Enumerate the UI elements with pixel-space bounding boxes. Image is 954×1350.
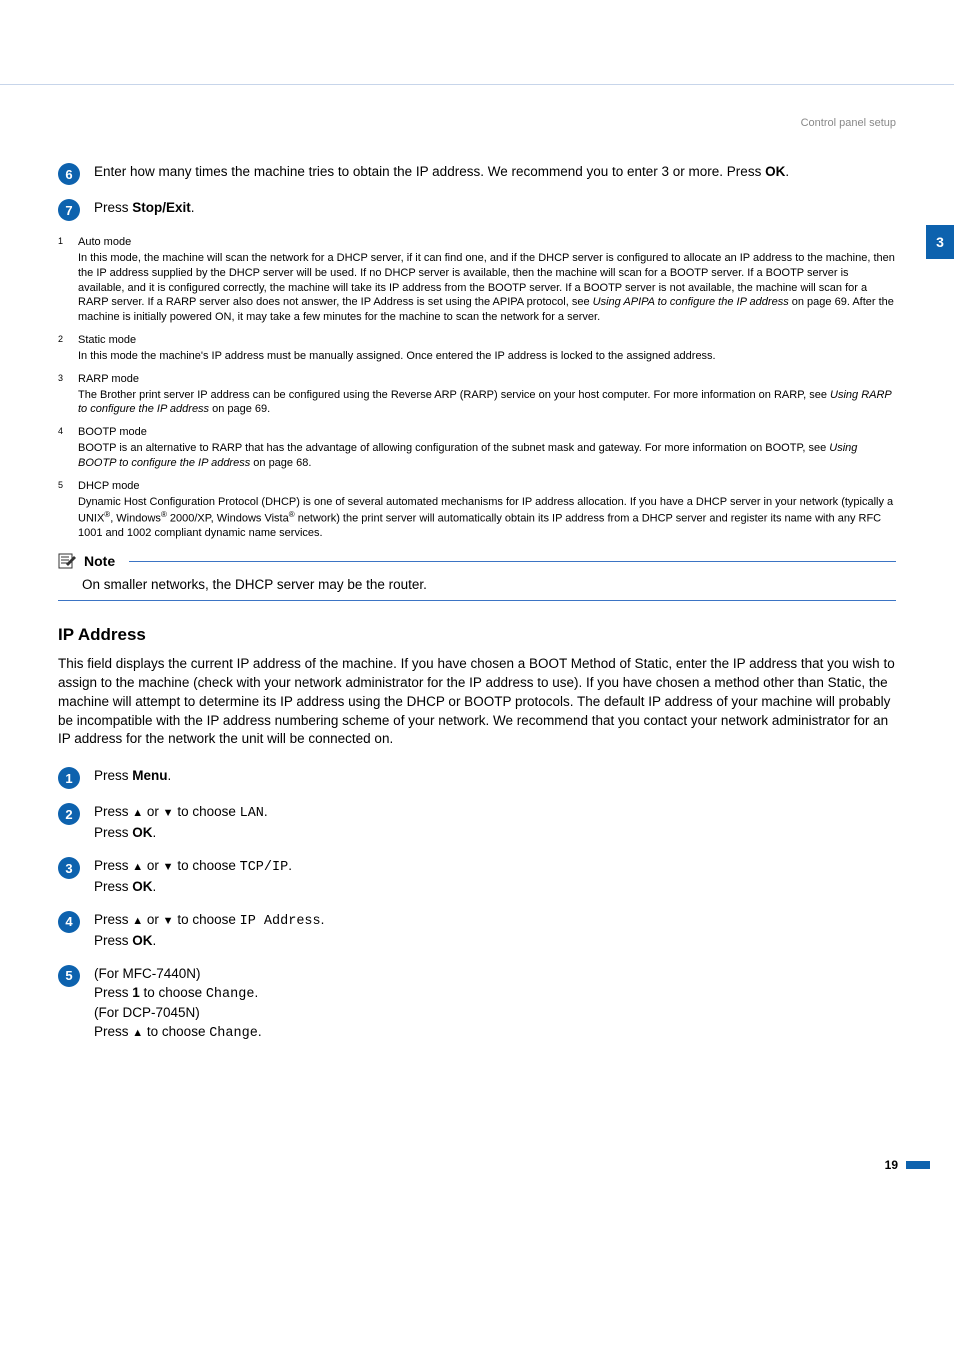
note-block: Note On smaller networks, the DHCP serve… xyxy=(58,553,896,601)
footnote-body: RARP modeThe Brother print server IP add… xyxy=(78,372,896,418)
step-text: Press ▲ or ▼ to choose LAN.Press OK. xyxy=(94,803,896,843)
step-number-badge: 7 xyxy=(58,199,80,221)
footnote: 2Static modeIn this mode the machine's I… xyxy=(58,333,896,364)
footnotes: 1Auto modeIn this mode, the machine will… xyxy=(58,235,896,541)
footnote: 5DHCP modeDynamic Host Configuration Pro… xyxy=(58,479,896,541)
step-number-badge: 4 xyxy=(58,911,80,933)
step-number-badge: 6 xyxy=(58,163,80,185)
footnote: 1Auto modeIn this mode, the machine will… xyxy=(58,235,896,325)
steps-group-a: 6 Enter how many times the machine tries … xyxy=(58,163,896,221)
footnote-marker: 5 xyxy=(58,479,78,541)
header-spacer xyxy=(0,0,954,84)
page-content: Control panel setup 3 6 Enter how many ti… xyxy=(0,85,954,1098)
step-number-badge: 1 xyxy=(58,767,80,789)
step-number-badge: 3 xyxy=(58,857,80,879)
note-icon xyxy=(58,553,78,569)
step-text: (For MFC-7440N)Press 1 to choose Change.… xyxy=(94,965,896,1045)
footnote-body: BOOTP modeBOOTP is an alternative to RAR… xyxy=(78,425,896,471)
note-bottom-rule xyxy=(58,600,896,601)
footnote-body: DHCP modeDynamic Host Configuration Prot… xyxy=(78,479,896,541)
ip-address-paragraph: This field displays the current IP addre… xyxy=(58,655,896,749)
step-text: Enter how many times the machine tries t… xyxy=(94,163,896,185)
footnote-body: Static modeIn this mode the machine's IP… xyxy=(78,333,896,364)
page-number: 19 xyxy=(885,1158,898,1172)
step-text: Press Stop/Exit. xyxy=(94,199,896,221)
step-text: Press ▲ or ▼ to choose IP Address.Press … xyxy=(94,911,896,951)
ip-address-heading: IP Address xyxy=(58,625,896,645)
step-row: 3 Press ▲ or ▼ to choose TCP/IP.Press OK. xyxy=(58,857,896,897)
step-row: 7 Press Stop/Exit. xyxy=(58,199,896,221)
footnote: 4BOOTP modeBOOTP is an alternative to RA… xyxy=(58,425,896,471)
step-number-badge: 2 xyxy=(58,803,80,825)
page-footer: 19 xyxy=(0,1158,954,1192)
footnote: 3RARP modeThe Brother print server IP ad… xyxy=(58,372,896,418)
step-row: 2 Press ▲ or ▼ to choose LAN.Press OK. xyxy=(58,803,896,843)
footnote-marker: 1 xyxy=(58,235,78,325)
footnote-body: Auto modeIn this mode, the machine will … xyxy=(78,235,896,325)
steps-group-b: 1 Press Menu. 2 Press ▲ or ▼ to choose LAN.… xyxy=(58,767,896,1044)
step-number-badge: 5 xyxy=(58,965,80,987)
note-title: Note xyxy=(84,553,115,569)
step-row: 6 Enter how many times the machine tries … xyxy=(58,163,896,185)
footnote-marker: 4 xyxy=(58,425,78,471)
note-text: On smaller networks, the DHCP server may… xyxy=(82,577,896,592)
step-row: 5 (For MFC-7440N)Press 1 to choose Change… xyxy=(58,965,896,1045)
breadcrumb: Control panel setup xyxy=(58,117,896,129)
step-text: Press Menu. xyxy=(94,767,896,789)
note-top-rule xyxy=(129,561,896,562)
footnote-marker: 2 xyxy=(58,333,78,364)
step-text: Press ▲ or ▼ to choose TCP/IP.Press OK. xyxy=(94,857,896,897)
step-row: 4 Press ▲ or ▼ to choose IP Address.Press… xyxy=(58,911,896,951)
step-row: 1 Press Menu. xyxy=(58,767,896,789)
footer-accent-bar xyxy=(906,1161,930,1169)
chapter-tab: 3 xyxy=(926,225,954,259)
footnote-marker: 3 xyxy=(58,372,78,418)
